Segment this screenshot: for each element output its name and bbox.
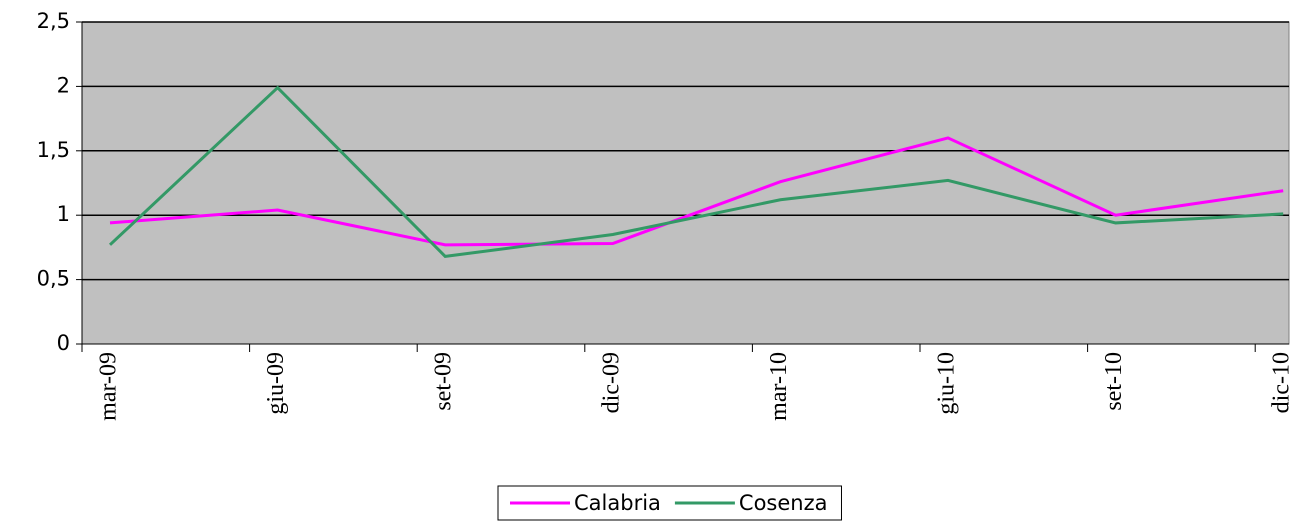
legend-label: Calabria: [574, 491, 661, 515]
plot-area: [81, 21, 1290, 345]
y-tick-label: 2: [57, 73, 70, 97]
series-line: [109, 136, 1284, 247]
x-tick-label: giu-09: [263, 352, 289, 415]
y-tick-label: 2,5: [37, 9, 70, 33]
legend: Calabria Cosenza: [497, 485, 842, 521]
y-tick-label: 0,5: [37, 267, 70, 291]
x-tick-label: dic-09: [598, 352, 624, 413]
x-tick-label: set-09: [431, 352, 457, 411]
series-line: [108, 85, 1284, 258]
y-tick-label: 1,5: [37, 138, 70, 162]
x-tick-label: dic-10: [1269, 352, 1290, 413]
y-tick-label: 0: [57, 331, 70, 355]
x-tick-label: mar-10: [766, 352, 792, 421]
x-tick-label: mar-09: [96, 352, 122, 421]
legend-label: Cosenza: [739, 491, 828, 515]
x-tick-label: set-10: [1101, 352, 1127, 411]
x-tick-label: giu-10: [934, 352, 960, 415]
y-tick-label: 1: [57, 202, 70, 226]
